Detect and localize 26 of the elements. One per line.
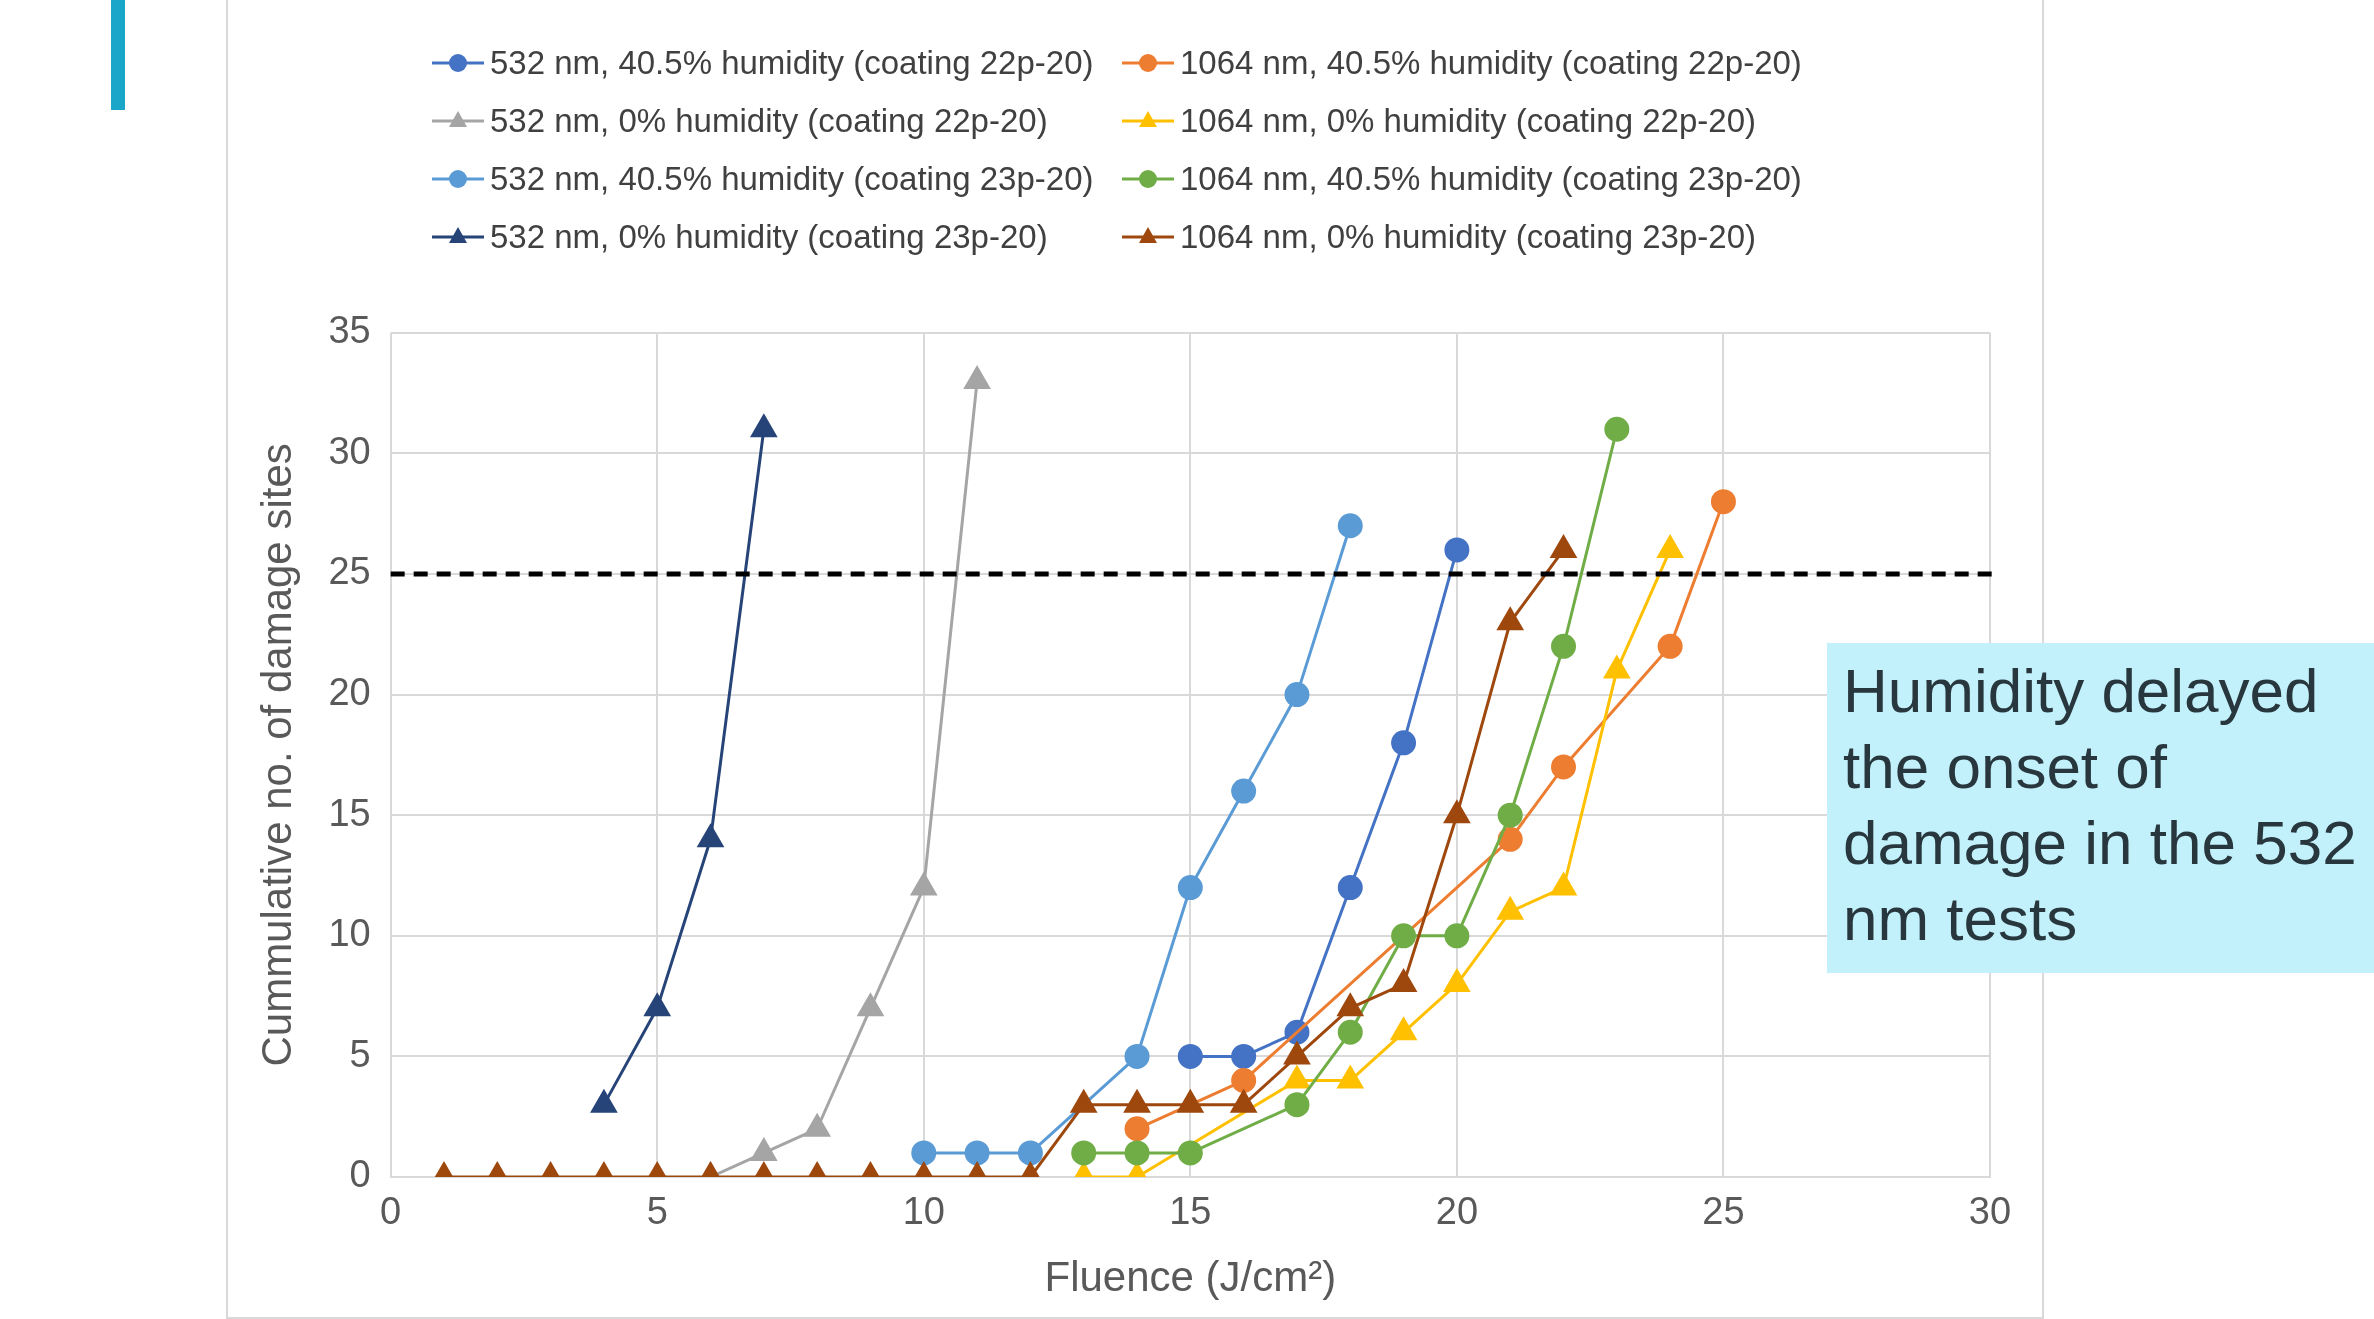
x-tick-label: 25 xyxy=(1702,1190,1745,1233)
legend-label: 1064 nm, 40.5% humidity (coating 22p-20) xyxy=(1180,44,1802,82)
y-axis-title: Cummulative no. of damage sites xyxy=(252,443,300,1067)
x-tick-label: 0 xyxy=(380,1190,402,1233)
x-tick-label: 20 xyxy=(1435,1190,1479,1233)
legend-label: 532 nm, 0% humidity (coating 22p-20) xyxy=(490,102,1048,140)
x-tick-label: 30 xyxy=(1968,1190,2012,1233)
y-tick-label: 10 xyxy=(328,912,371,955)
y-tick-label: 0 xyxy=(349,1153,371,1196)
y-tick-label: 30 xyxy=(328,429,371,472)
y-tick-label: 35 xyxy=(328,309,371,352)
legend-label: 532 nm, 0% humidity (coating 23p-20) xyxy=(490,218,1048,256)
y-tick-label: 20 xyxy=(328,671,371,714)
x-axis-title: Fluence (J/cm²) xyxy=(1044,1253,1337,1301)
x-tick-label: 15 xyxy=(1169,1190,1212,1233)
legend-label: 532 nm, 40.5% humidity (coating 22p-20) xyxy=(490,44,1094,82)
y-tick-label: 5 xyxy=(349,1032,371,1075)
annotation: Humidity delayed the onset of damage in the 532 nm tests xyxy=(1827,643,2374,973)
y-tick-label: 15 xyxy=(328,791,371,834)
y-tick-label: 25 xyxy=(328,550,371,593)
x-tick-label: 5 xyxy=(646,1190,668,1233)
legend-label: 1064 nm, 0% humidity (coating 22p-20) xyxy=(1180,102,1756,140)
legend-label: 532 nm, 40.5% humidity (coating 23p-20) xyxy=(490,160,1094,198)
legend-label: 1064 nm, 40.5% humidity (coating 23p-20) xyxy=(1180,160,1802,198)
legend-label: 1064 nm, 0% humidity (coating 23p-20) xyxy=(1180,218,1756,256)
x-tick-label: 10 xyxy=(902,1190,945,1233)
